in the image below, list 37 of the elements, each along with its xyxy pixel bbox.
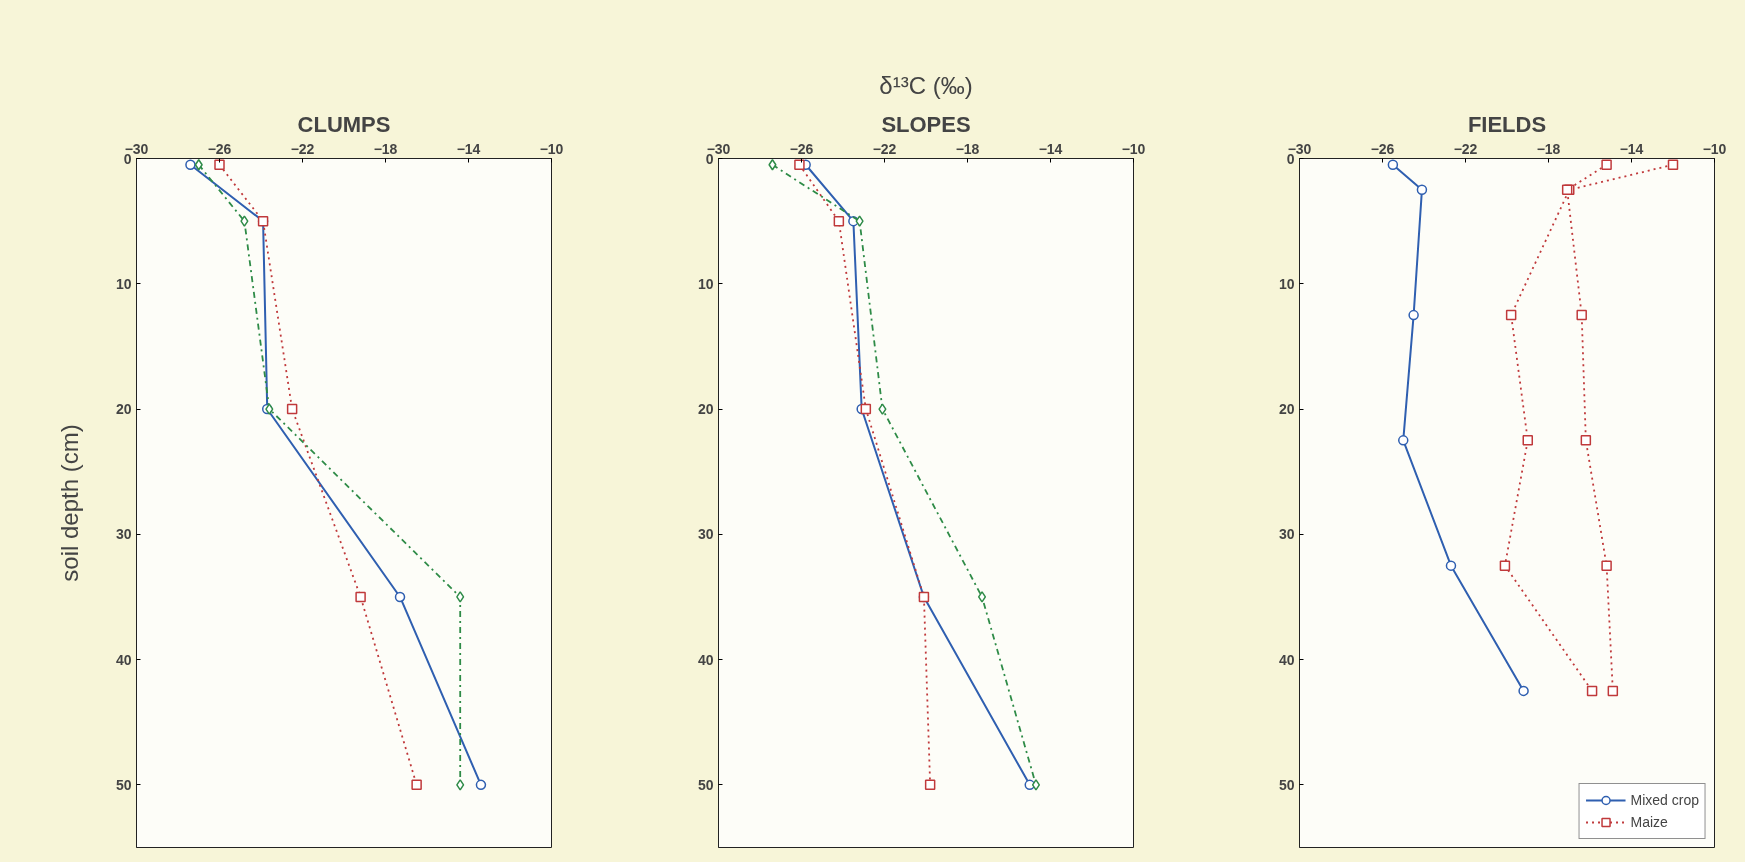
y-tick-label: 20 [697,401,714,418]
x-tick-label: −14 [1619,140,1644,157]
y-tick-label: 40 [697,651,714,668]
y-tick-label: 30 [697,526,714,543]
x-tick-label: −10 [1702,140,1727,157]
x-tick-label: −10 [539,140,564,157]
x-tick-label: −18 [1536,140,1561,157]
chart-title: FIELDS [1467,111,1547,137]
x-tick-label: −22 [290,140,315,157]
y-tick-label: 10 [697,275,714,292]
y-tick-label: 10 [115,275,132,292]
chart-title: SLOPES [881,111,971,137]
x-tick-label: −26 [1370,140,1395,157]
x-tick-label: −22 [1453,140,1478,157]
x-axis-title: δ¹³C (‰) [879,71,973,99]
chart-title: CLUMPS [297,111,391,137]
y-tick-label: 50 [1278,776,1295,793]
y-tick-label: 10 [1278,275,1295,292]
x-tick-label: −14 [456,140,481,157]
x-tick-label: −26 [789,140,814,157]
x-tick-label: −26 [207,140,232,157]
x-tick-label: −18 [373,140,398,157]
y-axis-title: soil depth (cm) [55,424,83,582]
y-tick-label: 40 [1278,651,1295,668]
x-tick-label: −14 [1038,140,1063,157]
x-tick-label: −18 [955,140,980,157]
y-tick-label: 30 [1278,526,1295,543]
x-tick-label: −22 [872,140,897,157]
y-tick-label: 20 [1278,401,1295,418]
y-tick-label: 20 [115,401,132,418]
legend-label: Mixed crop [1630,792,1699,808]
legend-label: Maize [1630,814,1668,830]
y-tick-label: 50 [697,776,714,793]
y-tick-label: 50 [115,776,132,793]
y-tick-label: 30 [115,526,132,543]
y-tick-label: 40 [115,651,132,668]
x-tick-label: −10 [1121,140,1146,157]
